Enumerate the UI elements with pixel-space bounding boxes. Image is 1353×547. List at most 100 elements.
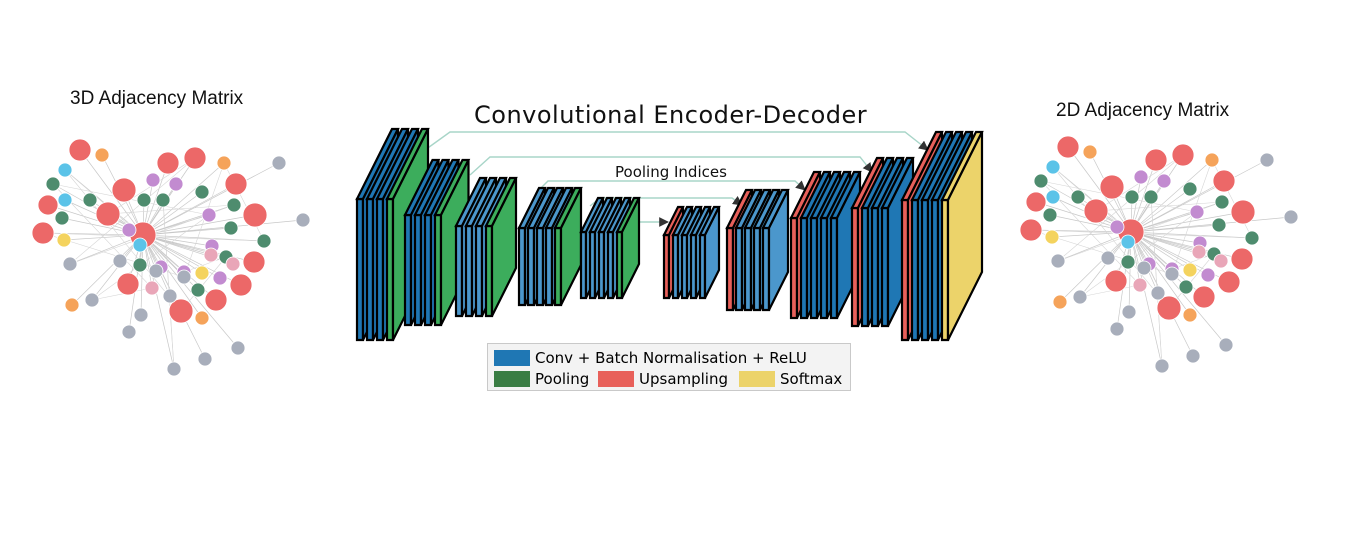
graph-edge [1130, 231, 1191, 316]
graph-edge [142, 204, 235, 236]
right-graph-title: 2D Adjacency Matrix [1056, 100, 1230, 121]
encoder-stage-5-side [620, 197, 641, 299]
graph-edge [1130, 201, 1223, 233]
legend-item-softmax: Softmax [739, 370, 842, 388]
graph-node [1156, 295, 1182, 321]
graph-node [1136, 260, 1152, 276]
graph-node [1052, 294, 1068, 310]
graph-node [1045, 189, 1061, 205]
graph-node [121, 324, 137, 340]
encoder-stage-3-side [490, 177, 518, 317]
graph-node [148, 263, 164, 279]
left-graph-title: 3D Adjacency Matrix [70, 88, 244, 109]
graph-node [194, 310, 210, 326]
graph-edge [183, 256, 227, 273]
graph-node [1124, 189, 1140, 205]
graph-edge [142, 219, 304, 236]
graph-node [136, 192, 152, 208]
graph-node [194, 265, 210, 281]
decoder-stage-2 [761, 188, 790, 312]
graph-node [1189, 204, 1205, 220]
graph-node [1182, 181, 1198, 197]
graph-node [57, 192, 73, 208]
graph-node [1120, 254, 1136, 270]
graph-node [1200, 267, 1216, 283]
graph-node [1019, 218, 1043, 242]
graph-node [54, 210, 70, 226]
graph-node [1045, 159, 1061, 175]
left-knowledge-graph [31, 138, 311, 377]
graph-node [68, 138, 92, 162]
graph-node [1120, 234, 1136, 250]
graph-node [37, 194, 59, 216]
graph-node [1083, 198, 1109, 224]
graph-edge [142, 234, 234, 265]
graph-node [1033, 173, 1049, 189]
graph-node [1182, 307, 1198, 323]
graph-node [1109, 321, 1125, 337]
graph-node [64, 297, 80, 313]
graph-node [1283, 209, 1299, 225]
graph-node [204, 288, 228, 312]
graph-node [132, 237, 148, 253]
graph-node [133, 307, 149, 323]
graph-node [271, 155, 287, 171]
graph-node [121, 222, 137, 238]
graph-node [1214, 194, 1230, 210]
graph-edge [142, 234, 239, 349]
graph-edge [1079, 211, 1198, 298]
graph-node [1099, 174, 1125, 200]
graph-node [45, 176, 61, 192]
graph-edge [162, 199, 175, 370]
encoder-stage-5 [615, 196, 641, 300]
graph-node [216, 155, 232, 171]
decoder-stage-1-side [703, 206, 721, 299]
legend-swatch-conv [494, 350, 530, 366]
graph-node [1133, 169, 1149, 185]
graph-edge [91, 287, 153, 301]
legend-swatch-pooling [494, 371, 530, 387]
graph-node [242, 202, 268, 228]
graph-node [230, 340, 246, 356]
graph-edge [1150, 196, 1163, 367]
graph-node [168, 176, 184, 192]
graph-edge [1095, 201, 1223, 212]
graph-edge [1130, 211, 1244, 233]
graph-node [1218, 337, 1234, 353]
graph-node [1192, 285, 1216, 309]
graph-node [1182, 262, 1198, 278]
graph-edge [1079, 284, 1141, 298]
graph-node [203, 247, 219, 263]
graph-edge [1130, 231, 1227, 346]
graph-node [1025, 191, 1047, 213]
graph-node [166, 361, 182, 377]
graph-node [162, 288, 178, 304]
graph-node [1217, 270, 1241, 294]
graph-node [1164, 266, 1180, 282]
graph-node [1050, 253, 1066, 269]
graph-node [225, 256, 241, 272]
graph-node [1056, 135, 1080, 159]
graph-edge [1067, 146, 1132, 233]
legend-item-conv: Conv + Batch Normalisation + ReLU [494, 349, 807, 367]
graph-node [226, 197, 242, 213]
diagram-title: Convolutional Encoder-Decoder [474, 101, 868, 129]
graph-node [144, 280, 160, 296]
graph-node [116, 272, 140, 296]
legend-label-conv: Conv + Batch Normalisation + ReLU [535, 349, 807, 367]
graph-node [1244, 230, 1260, 246]
graph-node [194, 184, 210, 200]
graph-node [1259, 152, 1275, 168]
graph-node [1185, 348, 1201, 364]
graph-edge [1130, 159, 1268, 233]
graph-node [1211, 217, 1227, 233]
graph-node [242, 250, 266, 274]
graph-node [94, 147, 110, 163]
graph-edge [1130, 231, 1222, 262]
graph-edge [142, 162, 280, 236]
graph-node [156, 151, 180, 175]
graph-edge [64, 169, 185, 273]
graph-node [1044, 229, 1060, 245]
graph-edge [64, 169, 182, 312]
graph-node [1121, 304, 1137, 320]
